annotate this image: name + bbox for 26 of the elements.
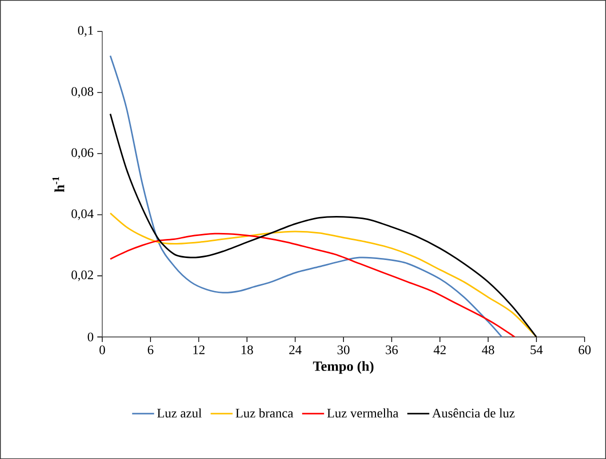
x-tick-label: 30 xyxy=(338,345,350,354)
legend-label: Luz azul xyxy=(157,408,202,418)
x-axis-title: Tempo (h) xyxy=(313,360,374,374)
line-series xyxy=(110,212,538,337)
y-tick-label: 0,02 xyxy=(72,270,94,282)
x-tick-label: 36 xyxy=(386,345,398,354)
x-tick-label: 54 xyxy=(530,345,543,354)
x-tick-label: 18 xyxy=(242,345,253,354)
y-tick-label: 0,08 xyxy=(72,87,94,98)
line-series xyxy=(110,232,516,337)
x-tick-label: 24 xyxy=(289,345,302,354)
legend-label: Luz vermelha xyxy=(327,408,398,418)
x-tick-label: 60 xyxy=(578,345,591,354)
x-tick-label: 42 xyxy=(434,345,446,354)
y-axis-title: h$^{-1}$ xyxy=(52,176,64,192)
y-tick-label: 0 xyxy=(88,332,94,342)
y-tick-label: 0,1 xyxy=(78,26,93,37)
x-tick-label: 6 xyxy=(148,345,154,354)
x-tick-label: 0 xyxy=(100,345,106,354)
legend-label: Ausência de luz xyxy=(432,408,515,418)
y-tick-label: 0,04 xyxy=(72,209,94,220)
y-tick-label: 0,06 xyxy=(72,148,94,159)
legend-label: Luz branca xyxy=(236,408,294,418)
x-tick-label: 48 xyxy=(482,345,494,354)
x-tick-label: 12 xyxy=(193,345,205,354)
line-series xyxy=(110,54,503,337)
